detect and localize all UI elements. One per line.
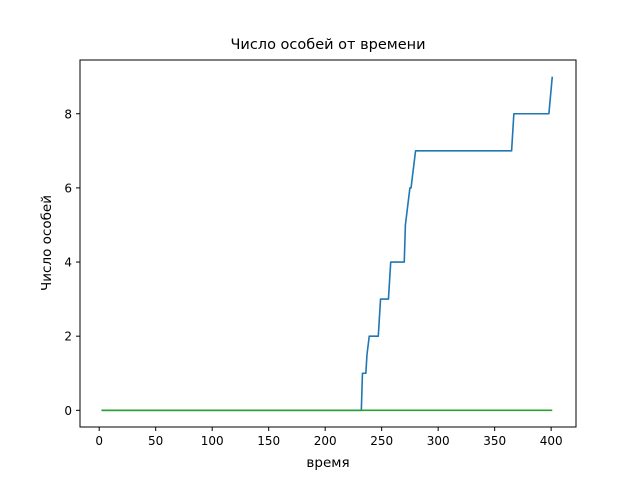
series-layer xyxy=(101,76,554,412)
axes-frame xyxy=(79,59,577,428)
series-line-1 xyxy=(101,76,554,412)
x-tick-label: 300 xyxy=(427,434,450,448)
x-tick-label: 100 xyxy=(201,434,224,448)
x-tick-label: 50 xyxy=(148,434,163,448)
y-tick-label: 6 xyxy=(64,181,72,195)
ticks-layer: 0 50 100 150 200 250 300 350 400 0 2 4 6 8 xyxy=(64,107,562,448)
chart-title: Число особей от времени xyxy=(230,37,425,53)
x-tick-label: 250 xyxy=(370,434,393,448)
x-tick-label: 200 xyxy=(314,434,337,448)
y-axis-label: Число особей xyxy=(39,195,55,291)
x-tick-label: 150 xyxy=(257,434,280,448)
x-tick-label: 0 xyxy=(95,434,103,448)
x-tick-label: 400 xyxy=(540,434,563,448)
x-axis-label: время xyxy=(306,455,349,471)
x-tick-label: 350 xyxy=(483,434,506,448)
y-tick-label: 8 xyxy=(64,107,72,121)
y-tick-label: 4 xyxy=(64,256,72,270)
y-tick-label: 2 xyxy=(64,330,72,344)
y-tick-label: 0 xyxy=(64,404,72,418)
